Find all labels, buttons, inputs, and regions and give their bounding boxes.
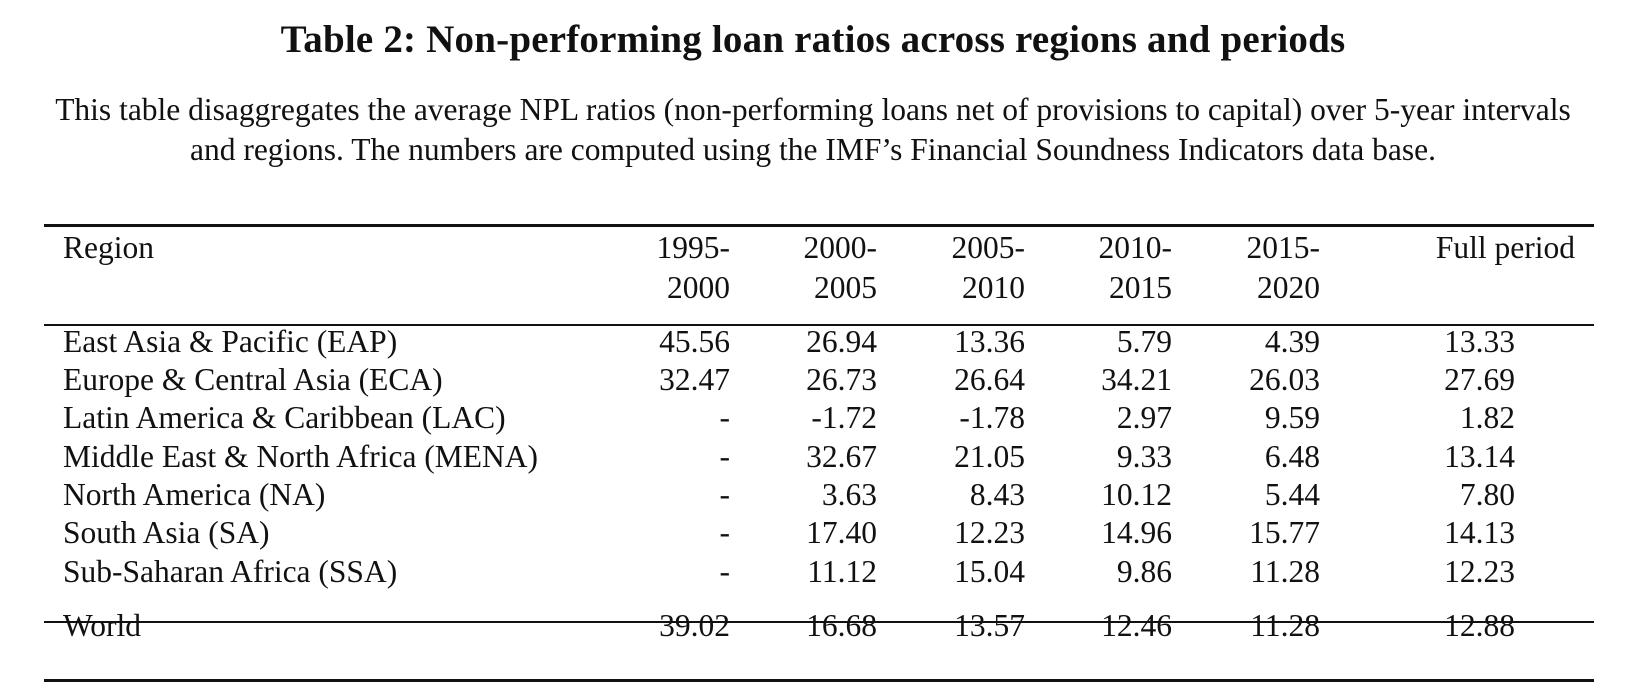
table-row-value: 14.96 xyxy=(1101,515,1172,550)
table-row-value: - xyxy=(719,554,731,589)
table-row-value: 10.12 xyxy=(1101,477,1172,512)
table-row-value: 9.33 xyxy=(1116,439,1172,474)
table-row-value: 15.04 xyxy=(954,554,1025,589)
header-period-line1: 2010- xyxy=(1098,230,1173,265)
table-row-value: 5.44 xyxy=(1264,477,1320,512)
table-row-value: 4.39 xyxy=(1264,324,1320,359)
header-full-period: Full period xyxy=(1435,230,1575,265)
table-row-value: 34.21 xyxy=(1101,362,1172,397)
table-row-value: 7.80 xyxy=(1459,477,1515,512)
table-row-region-label: South Asia (SA) xyxy=(63,515,270,550)
table-row-value: 26.73 xyxy=(806,362,877,397)
table-row-value: -1.72 xyxy=(811,400,877,435)
table-row-value: 11.28 xyxy=(1250,554,1320,589)
bottom-rule xyxy=(44,679,1594,682)
header-rule xyxy=(44,324,1594,326)
header-period-line1: 1995- xyxy=(656,230,731,265)
table-row-value: 12.23 xyxy=(1444,554,1515,589)
table-row-region-label: Sub-Saharan Africa (SSA) xyxy=(63,554,398,589)
world-separator-rule xyxy=(44,621,1594,623)
table-row-value: 14.13 xyxy=(1444,515,1515,550)
header-region: Region xyxy=(63,230,154,265)
table-row-value: - xyxy=(719,439,731,474)
table-caption: This table disaggregates the average NPL… xyxy=(55,92,1571,167)
header-period-line2: 2005 xyxy=(814,270,877,305)
world-row-value: 12.46 xyxy=(1101,608,1172,643)
table-row-value: 12.23 xyxy=(954,515,1025,550)
header-period-2005-2010: 2005- 2010 xyxy=(885,228,1026,308)
header-period-line1: 2015- xyxy=(1246,230,1321,265)
table-row-value: 3.63 xyxy=(821,477,877,512)
header-period-line2: 2010 xyxy=(962,270,1025,305)
table-row-value: - xyxy=(719,477,731,512)
header-period-2015-2020: 2015- 2020 xyxy=(1180,228,1321,308)
world-row-region-label: World xyxy=(63,608,141,643)
table-row-value: 9.86 xyxy=(1116,554,1172,589)
header-period-1995-2000: 1995- 2000 xyxy=(590,228,731,308)
table-row-value: 2.97 xyxy=(1116,400,1172,435)
header-period-line2: 2000 xyxy=(667,270,730,305)
table-row-region-label: North America (NA) xyxy=(63,477,326,512)
table-row-value: 27.69 xyxy=(1444,362,1515,397)
table-row-value: 26.94 xyxy=(806,324,877,359)
table-row-value: 5.79 xyxy=(1116,324,1172,359)
table-row-value: 17.40 xyxy=(806,515,877,550)
table-row-value: - xyxy=(719,515,731,550)
table-row-region-label: East Asia & Pacific (EAP) xyxy=(63,324,398,359)
table-row-value: 1.82 xyxy=(1459,400,1515,435)
header-period-line2: 2020 xyxy=(1257,270,1320,305)
table-row-region-label: Middle East & North Africa (MENA) xyxy=(63,439,539,474)
world-row-value: 39.02 xyxy=(659,608,730,643)
table-row-value: 21.05 xyxy=(954,439,1025,474)
table-row-value: 32.47 xyxy=(659,362,730,397)
table-row-value: 8.43 xyxy=(969,477,1025,512)
table-row-value: 6.48 xyxy=(1264,439,1320,474)
table-row-region-label: Europe & Central Asia (ECA) xyxy=(63,362,443,397)
table-row-value: 26.03 xyxy=(1249,362,1320,397)
table-row-value: 11.12 xyxy=(807,554,877,589)
header-period-line1: 2000- xyxy=(803,230,878,265)
table-row-value: 9.59 xyxy=(1264,400,1320,435)
table-row-value: - xyxy=(719,400,731,435)
header-period-2000-2005: 2000- 2005 xyxy=(737,228,878,308)
world-row-value: 13.57 xyxy=(954,608,1025,643)
top-rule xyxy=(44,224,1594,227)
world-row-value: 12.88 xyxy=(1444,608,1515,643)
world-row-value: 11.28 xyxy=(1250,608,1320,643)
table-row-value: -1.78 xyxy=(959,400,1025,435)
table-row-value: 13.14 xyxy=(1444,439,1515,474)
table-row-value: 45.56 xyxy=(659,324,730,359)
table-row-value: 15.77 xyxy=(1249,515,1320,550)
table-row-value: 26.64 xyxy=(954,362,1025,397)
table-row-region-label: Latin America & Caribbean (LAC) xyxy=(63,400,506,435)
header-period-2010-2015: 2010- 2015 xyxy=(1032,228,1173,308)
table-row-value: 13.33 xyxy=(1444,324,1515,359)
table-title: Table 2: Non-performing loan ratios acro… xyxy=(280,18,1346,61)
table-row-value: 13.36 xyxy=(954,324,1025,359)
world-row-value: 16.68 xyxy=(806,608,877,643)
header-period-line2: 2015 xyxy=(1109,270,1172,305)
table-row-value: 32.67 xyxy=(806,439,877,474)
header-period-line1: 2005- xyxy=(951,230,1026,265)
